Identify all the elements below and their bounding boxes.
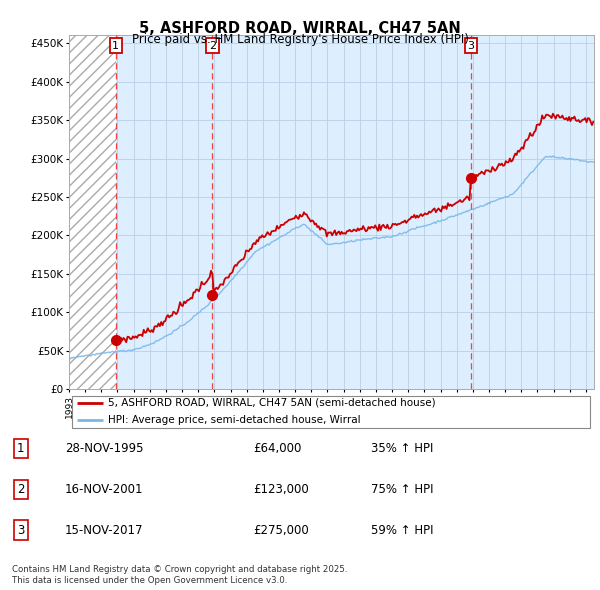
Text: £275,000: £275,000 bbox=[253, 524, 309, 537]
Text: £123,000: £123,000 bbox=[253, 483, 309, 496]
Text: 1: 1 bbox=[112, 41, 119, 51]
FancyBboxPatch shape bbox=[71, 396, 590, 428]
Text: £64,000: £64,000 bbox=[253, 442, 301, 455]
Text: 28-NOV-1995: 28-NOV-1995 bbox=[65, 442, 143, 455]
Text: Contains HM Land Registry data © Crown copyright and database right 2025.
This d: Contains HM Land Registry data © Crown c… bbox=[12, 565, 347, 585]
Text: 2: 2 bbox=[17, 483, 25, 496]
Text: Price paid vs. HM Land Registry's House Price Index (HPI): Price paid vs. HM Land Registry's House … bbox=[131, 33, 469, 46]
Text: 59% ↑ HPI: 59% ↑ HPI bbox=[371, 524, 433, 537]
Text: 15-NOV-2017: 15-NOV-2017 bbox=[65, 524, 143, 537]
Text: 1: 1 bbox=[17, 442, 25, 455]
Bar bbox=[69, 35, 116, 389]
Text: 75% ↑ HPI: 75% ↑ HPI bbox=[371, 483, 433, 496]
Text: 35% ↑ HPI: 35% ↑ HPI bbox=[371, 442, 433, 455]
Text: 2: 2 bbox=[209, 41, 216, 51]
Text: HPI: Average price, semi-detached house, Wirral: HPI: Average price, semi-detached house,… bbox=[109, 415, 361, 425]
Text: 5, ASHFORD ROAD, WIRRAL, CH47 5AN: 5, ASHFORD ROAD, WIRRAL, CH47 5AN bbox=[139, 21, 461, 35]
Text: 3: 3 bbox=[467, 41, 475, 51]
Text: 5, ASHFORD ROAD, WIRRAL, CH47 5AN (semi-detached house): 5, ASHFORD ROAD, WIRRAL, CH47 5AN (semi-… bbox=[109, 398, 436, 408]
Text: 16-NOV-2001: 16-NOV-2001 bbox=[65, 483, 143, 496]
Text: 3: 3 bbox=[17, 524, 25, 537]
